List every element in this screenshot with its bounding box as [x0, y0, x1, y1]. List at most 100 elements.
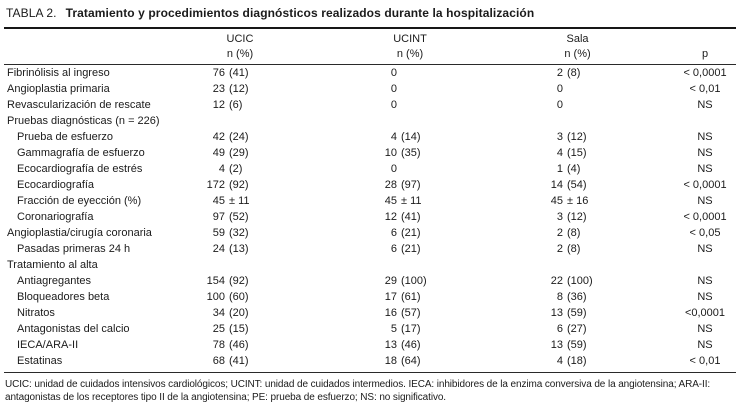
value-n: 45 [384, 195, 397, 207]
value-pct: (29) [229, 147, 249, 159]
value-pct: (36) [567, 291, 587, 303]
value-pct: (12) [567, 211, 587, 223]
value-n: 4 [556, 355, 563, 367]
cell-sala: 0 [505, 97, 650, 113]
value-pct: (15) [567, 147, 587, 159]
value-n: 13 [550, 307, 563, 319]
row-label: Pruebas diagnósticas (n = 226) [7, 115, 160, 127]
cell-ucint: 0 [315, 97, 505, 113]
cell-p: NS [697, 291, 713, 303]
value-pct: (35) [401, 147, 421, 159]
value-n: 0 [390, 99, 397, 111]
value-n: 154 [206, 275, 225, 287]
value-n: 6 [556, 323, 563, 335]
cell-ucint: 0 [315, 81, 505, 97]
value-n: 25 [212, 323, 225, 335]
top-rule [4, 27, 736, 29]
header-rule [4, 64, 736, 65]
cell-sala [505, 113, 650, 129]
value-pct: (64) [401, 355, 421, 367]
cell-p: <0,0001 [684, 307, 726, 319]
value-n: 13 [550, 339, 563, 351]
cell-ucint: 0 [315, 65, 505, 81]
cell-ucint: 17 (61) [315, 289, 505, 305]
value-n: 3 [556, 211, 563, 223]
table-caption: Tratamiento y procedimientos diagnóstico… [65, 6, 535, 20]
col-header-ucint-name: UCINT [393, 33, 427, 45]
value-n: 23 [212, 83, 225, 95]
value-pct: (17) [401, 323, 421, 335]
cell-ucint: 5 (17) [315, 321, 505, 337]
cell-p: NS [697, 195, 713, 207]
value-pct: (6) [229, 99, 243, 111]
row-label: Nitratos [17, 307, 55, 319]
cell-sala: 0 [505, 81, 650, 97]
value-pct: (97) [401, 179, 421, 191]
value-n: 42 [212, 131, 225, 143]
cell-ucic: 68 (41) [165, 353, 315, 369]
cell-sala: 2 (8) [505, 241, 650, 257]
table-row: IECA/ARA-II 78 (46) 13 (46) 13 (59) NS [0, 337, 740, 353]
cell-ucic: 4 (2) [165, 161, 315, 177]
cell-ucic: 154 (92) [165, 273, 315, 289]
value-pct: (27) [567, 323, 587, 335]
value-pct: (12) [229, 83, 249, 95]
cell-ucic: 97 (52) [165, 209, 315, 225]
cell-sala: 13 (59) [505, 305, 650, 321]
value-n: 6 [390, 243, 397, 255]
row-label: Antagonistas del calcio [17, 323, 130, 335]
cell-sala [505, 257, 650, 273]
col-header-ucic-unit: n (%) [226, 48, 254, 60]
value-n: 97 [212, 211, 225, 223]
value-pct: (15) [229, 323, 249, 335]
table-row: Estatinas 68 (41) 18 (64) 4 (18) < 0,01 [0, 353, 740, 369]
cell-ucic: 49 (29) [165, 145, 315, 161]
value-pct: (57) [401, 307, 421, 319]
value-n: 0 [390, 163, 397, 175]
row-label: Estatinas [17, 355, 63, 367]
cell-sala: 1 (4) [505, 161, 650, 177]
value-n: 100 [206, 291, 225, 303]
cell-p: < 0,05 [689, 227, 721, 239]
cell-sala: 2 (8) [505, 225, 650, 241]
col-header-sala-unit: n (%) [564, 48, 591, 60]
value-n: 0 [390, 83, 397, 95]
value-pct: (52) [229, 211, 249, 223]
cell-p: NS [697, 275, 713, 287]
value-pct: (92) [229, 275, 249, 287]
cell-p: NS [697, 323, 713, 335]
value-n: 22 [550, 275, 563, 287]
col-header-ucint-unit: n (%) [396, 48, 424, 60]
cell-ucint [315, 113, 505, 129]
table-row: Coronariografía 97 (52) 12 (41) 3 (12) < 0,0001 [0, 209, 740, 225]
table-number: TABLA 2. [6, 6, 57, 20]
value-n: 13 [384, 339, 397, 351]
value-pct: (21) [401, 243, 421, 255]
value-pct: (24) [229, 131, 249, 143]
value-n: 3 [556, 131, 563, 143]
row-label: Bloqueadores beta [17, 291, 110, 303]
value-n: 1 [556, 163, 563, 175]
row-label: Angioplastia primaria [7, 83, 110, 95]
value-n: 29 [384, 275, 397, 287]
footnote-rule [4, 372, 736, 373]
value-pct: (8) [567, 67, 581, 79]
cell-ucic [165, 257, 315, 273]
value-n: 68 [212, 355, 225, 367]
value-pct: (54) [567, 179, 587, 191]
value-n: 49 [212, 147, 225, 159]
cell-sala: 4 (18) [505, 353, 650, 369]
value-n: 0 [390, 67, 397, 79]
value-pct: (46) [401, 339, 421, 351]
cell-p: < 0,01 [689, 83, 721, 95]
value-n: 2 [556, 243, 563, 255]
value-pct: (14) [401, 131, 421, 143]
row-label: Pasadas primeras 24 h [17, 243, 131, 255]
table-body: Fibrinólisis al ingreso 76 (41) 0 2 (8) < 0,00… [0, 65, 740, 369]
value-n: 45 [550, 195, 563, 207]
value-pct: (32) [229, 227, 249, 239]
table-row: Angioplastia/cirugía coronaria 59 (32) 6 (21… [0, 225, 740, 241]
cell-p: < 0,0001 [683, 67, 727, 79]
row-label: Angioplastia/cirugía coronaria [7, 227, 152, 239]
value-n: 4 [218, 163, 225, 175]
